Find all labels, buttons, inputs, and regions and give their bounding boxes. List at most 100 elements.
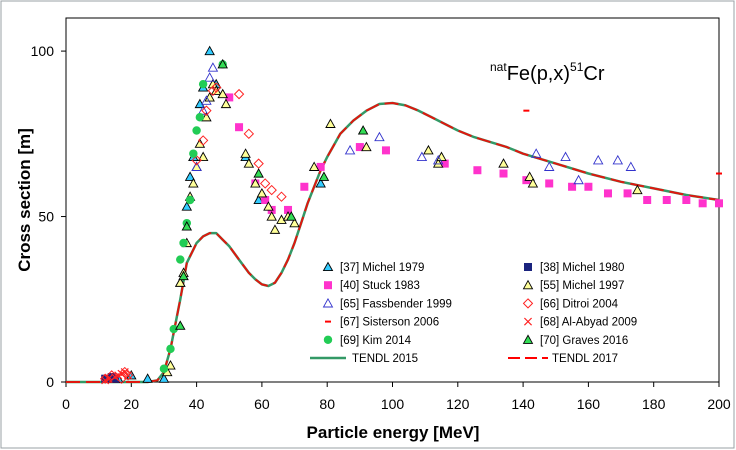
point-40-stuck-1983-15 — [568, 182, 577, 191]
point-70-graves-2016-5 — [286, 211, 297, 221]
point-37-michel-1979-2 — [142, 373, 153, 383]
point-66-ditroi-2004-10 — [233, 88, 245, 100]
reaction-title-product: Cr — [583, 63, 604, 85]
legend-label-69-kim-2014: [69] Kim 2014 — [340, 335, 412, 347]
legend-label-65-fassbender-1999: [65] Fassbender 1999 — [340, 298, 452, 310]
curve-layer — [66, 101, 720, 384]
point-55-michel-1997-10 — [201, 111, 212, 122]
series-70-graves-2016 — [175, 58, 369, 330]
point-65-fassbender-1999-3 — [204, 72, 215, 82]
legend-swatch-69-kim-2014 — [323, 335, 333, 345]
point-55-michel-1997-31 — [436, 151, 447, 162]
point-55-michel-1997-19 — [256, 187, 268, 198]
legend: [37] Michel 1979 [38] Michel 1980 [40] Stu… — [310, 261, 637, 365]
point-69-kim-2014-1 — [166, 344, 175, 354]
legend-swatch-37-michel-1979 — [322, 261, 334, 272]
point-70-graves-2016-3 — [217, 58, 228, 69]
point-69-kim-2014-3 — [176, 255, 185, 264]
points-layer — [99, 45, 724, 385]
point-65-fassbender-1999-12 — [573, 174, 584, 185]
point-55-michel-1997-20 — [263, 201, 274, 211]
point-40-stuck-1983-18 — [623, 189, 632, 198]
point-65-fassbender-1999-8 — [432, 154, 444, 165]
point-66-ditroi-2004-11 — [243, 128, 255, 140]
point-40-stuck-1983-12 — [499, 169, 508, 178]
x-tick-label-160: 160 — [577, 396, 601, 412]
point-70-graves-2016-4 — [253, 168, 264, 178]
legend-label-67-sisterson-2006: [67] Sisterson 2006 — [340, 317, 439, 329]
point-65-fassbender-1999-5 — [344, 144, 356, 155]
point-55-michel-1997-26 — [308, 161, 320, 171]
point-40-stuck-1983-14 — [545, 179, 554, 188]
legend-swatch-40-stuck-1983 — [323, 281, 332, 290]
point-55-michel-1997-33 — [524, 171, 535, 181]
series-line-tendl-2017 — [66, 102, 720, 383]
point-65-fassbender-1999-2 — [201, 95, 212, 105]
x-tick-label-60: 60 — [254, 396, 270, 412]
legend-label-66-ditroi-2004: [66] Ditroi 2004 — [540, 298, 619, 310]
legend-label-tendl-2015: TENDL 2015 — [352, 353, 418, 365]
point-55-michel-1997-11 — [204, 91, 215, 102]
point-55-michel-1997-1 — [165, 360, 176, 370]
point-40-stuck-1983-20 — [662, 195, 671, 204]
point-55-michel-1997-15 — [220, 98, 232, 109]
point-65-fassbender-1999-10 — [543, 161, 555, 171]
point-55-michel-1997-30 — [432, 158, 444, 168]
point-37-michel-1979-14 — [315, 178, 326, 188]
point-40-stuck-1983-17 — [603, 189, 612, 198]
legend-swatch-66-ditroi-2004 — [522, 298, 534, 309]
point-69-kim-2014-0 — [159, 364, 169, 373]
point-55-michel-1997-34 — [527, 178, 539, 188]
point-55-michel-1997-21 — [266, 211, 277, 221]
point-66-ditroi-2004-7 — [201, 105, 212, 116]
point-66-ditroi-2004-14 — [266, 184, 277, 196]
point-55-michel-1997-2 — [175, 277, 186, 287]
point-70-graves-2016-1 — [178, 270, 189, 281]
y-tick-label-50: 50 — [38, 209, 54, 225]
point-66-ditroi-2004-8 — [207, 85, 219, 97]
y-tick-label-100: 100 — [31, 43, 55, 59]
legend-swatch-55-michel-1997 — [522, 279, 534, 290]
series-67-sisterson-2006 — [523, 109, 722, 175]
x-tick-label-20: 20 — [124, 396, 140, 412]
point-55-michel-1997-27 — [325, 118, 336, 128]
point-66-ditroi-2004-15 — [276, 191, 287, 202]
point-66-ditroi-2004-13 — [259, 178, 271, 189]
legend-label-70-graves-2016: [70] Graves 2016 — [540, 335, 628, 347]
point-66-ditroi-2004-5 — [191, 155, 202, 166]
point-68-al-abyad-2009-6 — [124, 371, 133, 380]
point-65-fassbender-1999-9 — [530, 148, 542, 158]
point-70-graves-2016-2 — [181, 221, 193, 231]
series-68-al-abyad-2009 — [101, 368, 133, 385]
point-66-ditroi-2004-6 — [197, 135, 209, 146]
point-40-stuck-1983-9 — [381, 146, 390, 155]
legend-swatch-65-fassbender-1999 — [322, 297, 334, 308]
point-55-michel-1997-35 — [632, 184, 643, 195]
legend-label-55-michel-1997: [55] Michel 1997 — [540, 280, 624, 292]
point-55-michel-1997-16 — [240, 148, 251, 158]
point-69-kim-2014-10 — [198, 79, 208, 89]
point-40-stuck-1983-16 — [584, 182, 593, 191]
x-tick-label-40: 40 — [189, 396, 205, 412]
point-40-stuck-1983-22 — [698, 199, 707, 208]
point-40-stuck-1983-21 — [682, 195, 691, 204]
point-66-ditroi-2004-9 — [210, 82, 222, 93]
point-68-al-abyad-2009-1 — [104, 374, 113, 383]
point-65-fassbender-1999-4 — [207, 62, 219, 72]
point-40-stuck-1983-1 — [235, 123, 244, 132]
point-70-graves-2016-7 — [357, 125, 369, 135]
point-55-michel-1997-29 — [423, 144, 434, 155]
point-37-michel-1979-6 — [184, 171, 196, 181]
point-66-ditroi-2004-4 — [122, 370, 134, 381]
point-55-michel-1997-22 — [269, 224, 281, 234]
point-69-kim-2014-9 — [195, 113, 205, 122]
point-69-kim-2014-8 — [192, 126, 201, 135]
point-65-fassbender-1999-11 — [560, 151, 571, 162]
y-tick-label-0: 0 — [46, 374, 54, 390]
x-tick-label-200: 200 — [707, 396, 731, 412]
x-tick-label-80: 80 — [319, 396, 335, 412]
legend-swatch-68-al-abyad-2009 — [523, 317, 533, 326]
point-37-michel-1979-5 — [181, 201, 193, 211]
point-70-graves-2016-0 — [175, 320, 186, 330]
point-40-stuck-1983-23 — [715, 199, 724, 208]
